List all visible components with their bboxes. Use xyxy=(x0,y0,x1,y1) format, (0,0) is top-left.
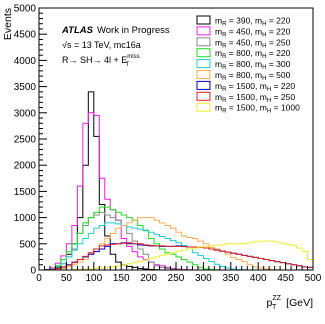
x-tick-label: 50 xyxy=(61,273,73,284)
legend-mh-value: 250 xyxy=(276,37,290,47)
x-tick-label: 250 xyxy=(168,273,185,284)
legend-mr-value: 800 xyxy=(236,48,250,58)
legend-mh-value: 220 xyxy=(276,16,290,26)
x-tick-label: 400 xyxy=(250,273,267,284)
y-tick-label: 4000 xyxy=(14,56,37,67)
legend-swatch xyxy=(196,91,211,101)
legend-mh-value: 250 xyxy=(281,92,295,102)
legend-swatch xyxy=(196,26,211,36)
y-tick-label: 2500 xyxy=(14,135,37,146)
energy-rest: = 13 TeV, mc16a xyxy=(71,40,140,50)
x-axis-label-sup: ZZ xyxy=(272,295,281,302)
legend-swatch xyxy=(196,102,211,112)
y-tick-label: 500 xyxy=(19,239,36,250)
atlas-label: ATLAS Work in Progress xyxy=(61,25,170,36)
process-annotation: R→ SH→ 4l + Emiss T xyxy=(62,54,140,68)
atlas-label-bold: ATLAS xyxy=(61,25,94,36)
x-tick-label: 500 xyxy=(305,273,322,284)
x-tick-label: 200 xyxy=(140,273,157,284)
legend-mr-value: 800 xyxy=(236,70,250,80)
legend-swatch xyxy=(196,48,211,58)
legend-swatch xyxy=(196,70,211,79)
y-tick-label: 3500 xyxy=(14,82,37,93)
x-tick-label: 0 xyxy=(36,273,42,284)
legend-mh-value: 220 xyxy=(276,26,290,36)
y-tick-label: 4500 xyxy=(14,30,37,41)
legend-mh-value: 300 xyxy=(276,59,290,69)
x-tick-label: 150 xyxy=(113,273,130,284)
legend-swatch xyxy=(196,15,211,25)
legend-mr-value: 800 xyxy=(236,59,250,69)
legend-entry: mR = 1500, mH = 1000 xyxy=(215,103,300,115)
legend-entry: mR = 800, mH = 300 xyxy=(215,59,291,71)
process-sub: T xyxy=(126,62,130,68)
series-line-5 xyxy=(39,217,313,271)
y-tick-label: 3000 xyxy=(14,108,37,119)
legend-mr-value: 1500 xyxy=(236,81,255,91)
legend-mh-value: 1000 xyxy=(281,103,300,113)
legend-mh-value: 500 xyxy=(276,70,290,80)
legend-entry: mR = 800, mH = 220 xyxy=(215,48,291,60)
legend-mh-value: 220 xyxy=(276,48,290,58)
y-tick-label: 2000 xyxy=(14,161,37,172)
legend-mr-value: 1500 xyxy=(236,103,255,113)
y-tick-label: 1500 xyxy=(14,187,37,198)
legend-entry: mR = 390, mH = 220 xyxy=(215,16,291,28)
legend-swatch xyxy=(196,80,211,90)
y-tick-label: 0 xyxy=(30,266,36,277)
y-axis-label: Events xyxy=(2,8,14,40)
x-tick-label: 100 xyxy=(85,273,102,284)
legend-entry: mR = 450, mH = 250 xyxy=(215,37,291,49)
legend-entry: mR = 800, mH = 500 xyxy=(215,70,291,82)
x-axis-label-unit: [GeV] xyxy=(283,297,313,309)
legend-mr-value: 450 xyxy=(236,26,250,36)
x-tick-label: 350 xyxy=(222,273,239,284)
legend-mr-value: 1500 xyxy=(236,92,255,102)
x-axis-label-sub: T xyxy=(272,304,277,311)
x-tick-label: 300 xyxy=(195,273,212,284)
energy-annotation: √s = 13 TeV, mc16a xyxy=(62,40,141,50)
legend-mr-value: 450 xyxy=(236,37,250,47)
series-line-7 xyxy=(39,242,314,271)
legend-entry: mR = 450, mH = 220 xyxy=(215,26,291,38)
legend-mr-value: 390 xyxy=(236,16,250,26)
process-prefix: R→ SH→ 4l + E xyxy=(62,55,127,65)
legend-mh-value: 220 xyxy=(281,81,295,91)
x-axis-label-main: p xyxy=(267,297,273,309)
y-tick-label: 1000 xyxy=(14,213,37,224)
atlas-label-suffix: Work in Progress xyxy=(97,25,170,36)
process-sup: miss xyxy=(127,54,139,60)
energy-sqrt: √s xyxy=(62,40,72,50)
y-tick-label: 5000 xyxy=(14,4,37,15)
x-axis-label: pZZ T [GeV] xyxy=(267,295,314,311)
legend-entry: mR = 1500, mH = 250 xyxy=(215,92,295,104)
axis-layer: 0 50 100 150 200 250 300 350 400 450 5000500100015… xyxy=(14,4,322,285)
legend-swatch xyxy=(196,59,211,69)
x-tick-label: 450 xyxy=(277,273,294,284)
legend-swatch xyxy=(196,37,211,47)
legend-entry: mR = 1500, mH = 220 xyxy=(215,81,295,93)
